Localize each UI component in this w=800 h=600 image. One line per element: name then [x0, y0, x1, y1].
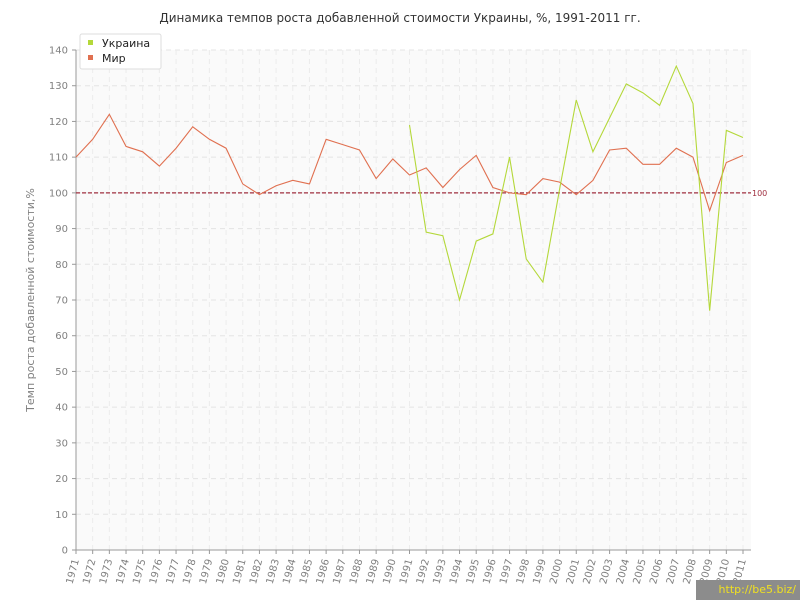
x-tick-label: 2005: [632, 558, 649, 585]
x-tick-label: 2001: [565, 558, 582, 585]
x-tick-label: 1999: [532, 558, 549, 585]
x-tick-label: 1990: [382, 558, 399, 585]
legend-label: Мир: [102, 52, 126, 65]
x-tick-label: 1997: [498, 558, 515, 585]
x-tick-label: 2004: [615, 558, 632, 585]
y-tick-label: 20: [55, 474, 68, 485]
x-tick-label: 1979: [198, 558, 215, 585]
y-tick-label: 120: [49, 117, 68, 128]
x-tick-label: 1976: [148, 558, 165, 585]
x-tick-label: 2002: [582, 558, 599, 585]
x-tick-label: 1993: [432, 558, 449, 585]
y-tick-labels: 0 10 20 30 40 50 60 70 80 90 100 110 120 130 140: [49, 46, 68, 557]
x-tick-label: 1984: [281, 558, 298, 585]
x-tick-label: 1973: [98, 558, 115, 585]
y-tick-label: 60: [55, 331, 68, 342]
y-tick-label: 0: [62, 546, 68, 557]
y-tick-label: 130: [49, 81, 68, 92]
x-tick-label: 1988: [348, 558, 365, 585]
series-lines: [75, 64, 744, 311]
x-tick-label: 1989: [365, 558, 382, 585]
x-tick-label: 1986: [315, 558, 332, 585]
y-tick-label: 90: [55, 224, 68, 235]
x-tick-label: 2003: [598, 558, 615, 585]
x-tick-label: 1998: [515, 558, 532, 585]
legend: Украина Мир: [79, 33, 162, 70]
y-tick-label: 40: [55, 403, 68, 414]
x-tick-label: 1974: [115, 558, 132, 585]
x-tick-label: 1981: [231, 558, 248, 585]
legend-swatch: [88, 55, 93, 60]
x-tick-labels: 1971 1972 1973 1974 1975 1976 1977 1978 1979 1980…: [65, 558, 749, 585]
x-tick-label: 1987: [331, 558, 348, 585]
legend-swatch: [88, 40, 93, 45]
y-tick-label: 80: [55, 260, 68, 271]
x-tick-label: 1972: [81, 558, 98, 585]
x-tick-label: 1971: [65, 558, 82, 585]
axes: [72, 49, 751, 554]
x-tick-label: 2000: [548, 558, 565, 585]
y-tick-label: 140: [49, 46, 68, 57]
x-tick-label: 1994: [448, 558, 465, 585]
chart-title: Динамика темпов роста добавленной стоимо…: [159, 11, 640, 25]
watermark-link[interactable]: http://be5.biz/: [696, 580, 800, 600]
x-tick-label: 1980: [215, 558, 232, 585]
x-tick-label: 1983: [265, 558, 282, 585]
reference-line-label: 100: [752, 189, 767, 198]
x-tick-label: 1992: [415, 558, 432, 585]
legend-label: Украина: [102, 37, 150, 50]
y-tick-label: 70: [55, 296, 68, 307]
x-tick-label: 1978: [181, 558, 198, 585]
x-tick-label: 2006: [648, 558, 665, 585]
x-tick-label: 1995: [465, 558, 482, 585]
series-line-Мир: [75, 113, 744, 213]
x-tick-label: 1985: [298, 558, 315, 585]
x-tick-label: 2007: [665, 558, 682, 585]
series-line-Украина: [408, 64, 744, 311]
y-axis-label: Темп роста добавленной стоимости,%: [24, 188, 37, 413]
reference-line: 100: [76, 189, 767, 198]
y-tick-label: 100: [49, 188, 68, 199]
y-tick-label: 110: [49, 153, 68, 164]
x-tick-label: 1982: [248, 558, 265, 585]
x-tick-label: 1991: [398, 558, 415, 585]
y-tick-label: 50: [55, 367, 68, 378]
x-tick-label: 1977: [165, 558, 182, 585]
legend-box: [79, 33, 162, 70]
y-tick-label: 30: [55, 438, 68, 449]
x-tick-label: 1975: [131, 558, 148, 585]
y-tick-label: 10: [55, 510, 68, 521]
x-tick-label: 1996: [482, 558, 499, 585]
